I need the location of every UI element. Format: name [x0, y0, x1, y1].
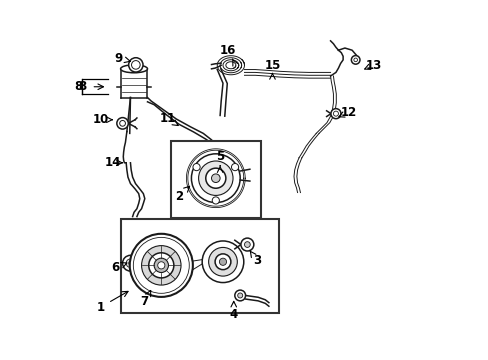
Circle shape — [333, 111, 338, 116]
Circle shape — [237, 293, 242, 298]
Circle shape — [215, 163, 224, 172]
Text: 11: 11 — [159, 112, 175, 125]
Text: 10: 10 — [92, 113, 108, 126]
Text: 1: 1 — [96, 301, 104, 314]
Text: 14: 14 — [104, 156, 121, 169]
Circle shape — [219, 258, 226, 265]
Circle shape — [212, 197, 219, 204]
Circle shape — [129, 234, 192, 297]
Text: 8: 8 — [74, 80, 82, 93]
Ellipse shape — [121, 65, 147, 73]
Text: 12: 12 — [340, 106, 356, 119]
Circle shape — [142, 246, 181, 285]
Circle shape — [330, 109, 340, 119]
Text: 8: 8 — [78, 80, 86, 93]
Text: 9: 9 — [114, 51, 122, 64]
Text: 7: 7 — [141, 296, 148, 309]
Circle shape — [218, 165, 222, 170]
Bar — [121, 220, 278, 313]
Text: 16: 16 — [220, 44, 236, 57]
Circle shape — [128, 58, 142, 72]
Circle shape — [131, 60, 140, 69]
Text: 5: 5 — [216, 150, 224, 163]
Text: 15: 15 — [264, 59, 280, 72]
Circle shape — [241, 238, 253, 251]
Text: 3: 3 — [252, 254, 261, 267]
Circle shape — [202, 241, 244, 283]
Circle shape — [351, 55, 359, 64]
Circle shape — [193, 163, 200, 171]
Circle shape — [353, 58, 357, 62]
Circle shape — [198, 161, 233, 195]
Circle shape — [191, 154, 240, 203]
Circle shape — [148, 253, 174, 278]
Circle shape — [158, 262, 164, 269]
Bar — [171, 140, 260, 218]
Circle shape — [211, 174, 220, 183]
Circle shape — [117, 118, 128, 129]
Circle shape — [231, 163, 238, 171]
Circle shape — [128, 261, 132, 265]
Text: 6: 6 — [111, 261, 119, 274]
Circle shape — [244, 242, 250, 247]
Text: 4: 4 — [229, 308, 237, 321]
Circle shape — [120, 121, 125, 126]
Circle shape — [208, 247, 237, 276]
Circle shape — [234, 290, 245, 301]
Text: 2: 2 — [175, 190, 183, 203]
Circle shape — [205, 168, 225, 188]
Circle shape — [122, 255, 138, 271]
Circle shape — [126, 259, 135, 267]
Circle shape — [133, 237, 189, 293]
Circle shape — [215, 254, 230, 270]
Circle shape — [154, 258, 168, 273]
Text: 13: 13 — [365, 59, 381, 72]
